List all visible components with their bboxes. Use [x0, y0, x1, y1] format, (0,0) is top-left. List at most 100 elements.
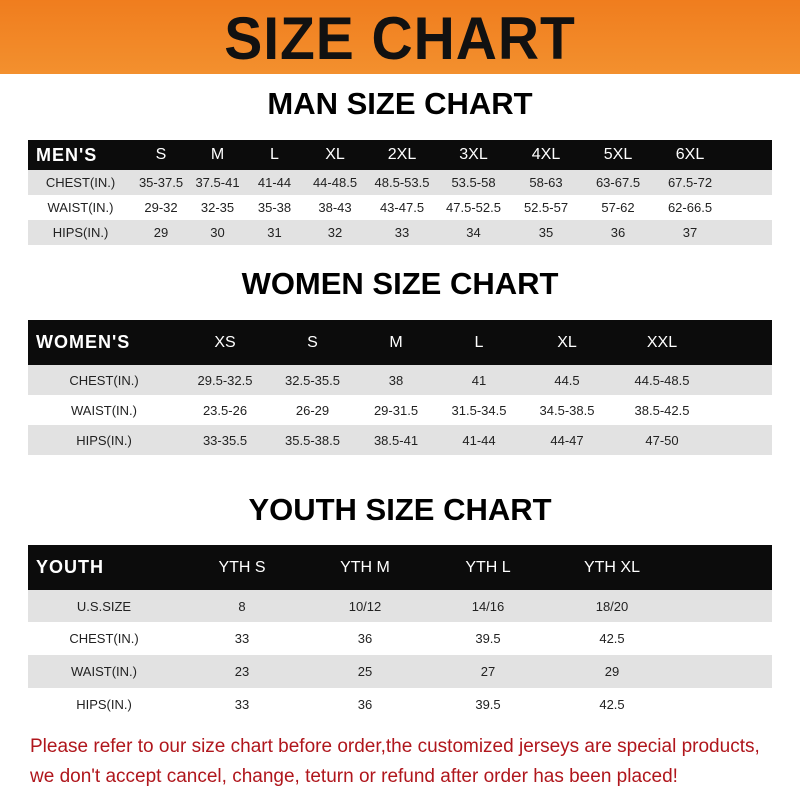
table-cell: 36 [304, 622, 426, 655]
table-cell: 23.5-26 [180, 395, 270, 425]
size-header-cell: YTH XL [550, 545, 674, 590]
notice-line-1: Please refer to our size chart before or… [30, 736, 760, 757]
men-section-title: MAN SIZE CHART [267, 86, 533, 121]
empty-cell [674, 545, 772, 590]
table-cell: 52.5-57 [510, 195, 582, 220]
empty-cell [711, 425, 772, 455]
table-cell: 67.5-72 [654, 170, 726, 195]
table-cell: 47.5-52.5 [437, 195, 510, 220]
notice-line-2: we don't accept cancel, change, teturn o… [30, 766, 678, 787]
empty-cell [674, 622, 772, 655]
row-label: HIPS(IN.) [28, 220, 133, 245]
table-title-cell: YOUTH [28, 545, 180, 590]
table-cell: 42.5 [550, 688, 674, 720]
men-size-table: MEN'S S M L XL 2XL 3XL 4XL 5XL 6XL CHEST(IN.) 35-37… [28, 140, 772, 245]
empty-cell [726, 140, 772, 170]
youth-header-row: YOUTH YTH S YTH M YTH L YTH XL [28, 545, 772, 590]
table-cell: 41-44 [437, 425, 521, 455]
table-cell: 25 [304, 655, 426, 688]
table-cell: 58-63 [510, 170, 582, 195]
table-cell: 34 [437, 220, 510, 245]
empty-cell [674, 590, 772, 622]
size-header-cell: M [355, 320, 437, 365]
table-cell: 36 [582, 220, 654, 245]
table-cell: 29-32 [133, 195, 189, 220]
table-cell: 35.5-38.5 [270, 425, 355, 455]
table-cell: 10/12 [304, 590, 426, 622]
row-label: CHEST(IN.) [28, 622, 180, 655]
table-cell: 44-47 [521, 425, 613, 455]
table-cell: 37 [654, 220, 726, 245]
table-cell: 18/20 [550, 590, 674, 622]
women-section-title: WOMEN SIZE CHART [241, 266, 559, 301]
row-label: WAIST(IN.) [28, 655, 180, 688]
size-header-cell: YTH M [304, 545, 426, 590]
table-title-cell: WOMEN'S [28, 320, 180, 365]
size-header-cell: XXL [613, 320, 711, 365]
table-cell: 29 [133, 220, 189, 245]
empty-cell [711, 365, 772, 395]
table-row: WAIST(IN.) 23.5-26 26-29 29-31.5 31.5-34.5 34… [28, 395, 772, 425]
row-label: HIPS(IN.) [28, 688, 180, 720]
women-size-table: WOMEN'S XS S M L XL XXL CHEST(IN.) 29.5-32.5 32.5… [28, 320, 772, 455]
table-cell: 35-38 [246, 195, 303, 220]
table-cell: 44.5 [521, 365, 613, 395]
table-cell: 44.5-48.5 [613, 365, 711, 395]
table-row: HIPS(IN.) 33 36 39.5 42.5 [28, 688, 772, 720]
empty-cell [726, 220, 772, 245]
youth-section-title: YOUTH SIZE CHART [248, 492, 552, 527]
size-header-cell: YTH S [180, 545, 304, 590]
table-cell: 35-37.5 [133, 170, 189, 195]
table-cell: 42.5 [550, 622, 674, 655]
table-cell: 30 [189, 220, 246, 245]
size-header-cell: YTH L [426, 545, 550, 590]
table-cell: 63-67.5 [582, 170, 654, 195]
size-header-cell: 6XL [654, 140, 726, 170]
table-cell: 44-48.5 [303, 170, 367, 195]
table-cell: 33 [180, 622, 304, 655]
table-cell: 34.5-38.5 [521, 395, 613, 425]
women-header-row: WOMEN'S XS S M L XL XXL [28, 320, 772, 365]
table-cell: 47-50 [613, 425, 711, 455]
table-title-cell: MEN'S [28, 140, 133, 170]
empty-cell [711, 395, 772, 425]
table-cell: 38-43 [303, 195, 367, 220]
row-label: WAIST(IN.) [28, 195, 133, 220]
table-cell: 31.5-34.5 [437, 395, 521, 425]
empty-cell [674, 688, 772, 720]
table-cell: 14/16 [426, 590, 550, 622]
size-header-cell: XS [180, 320, 270, 365]
empty-cell [674, 655, 772, 688]
size-header-cell: 5XL [582, 140, 654, 170]
table-row: HIPS(IN.) 29 30 31 32 33 34 35 36 37 [28, 220, 772, 245]
table-cell: 38.5-42.5 [613, 395, 711, 425]
table-row: WAIST(IN.) 23 25 27 29 [28, 655, 772, 688]
table-cell: 48.5-53.5 [367, 170, 437, 195]
table-cell: 53.5-58 [437, 170, 510, 195]
table-cell: 27 [426, 655, 550, 688]
table-row: CHEST(IN.) 35-37.5 37.5-41 41-44 44-48.5 48.5… [28, 170, 772, 195]
table-cell: 41-44 [246, 170, 303, 195]
table-cell: 23 [180, 655, 304, 688]
table-cell: 36 [304, 688, 426, 720]
men-header-row: MEN'S S M L XL 2XL 3XL 4XL 5XL 6XL [28, 140, 772, 170]
table-cell: 33 [367, 220, 437, 245]
empty-cell [726, 195, 772, 220]
table-cell: 32-35 [189, 195, 246, 220]
size-header-cell: S [133, 140, 189, 170]
table-cell: 32.5-35.5 [270, 365, 355, 395]
table-cell: 33 [180, 688, 304, 720]
table-cell: 35 [510, 220, 582, 245]
banner-title: SIZE CHART [224, 5, 576, 72]
table-cell: 29.5-32.5 [180, 365, 270, 395]
empty-cell [711, 320, 772, 365]
table-cell: 31 [246, 220, 303, 245]
size-header-cell: 4XL [510, 140, 582, 170]
row-label: CHEST(IN.) [28, 170, 133, 195]
table-cell: 62-66.5 [654, 195, 726, 220]
table-cell: 29 [550, 655, 674, 688]
row-label: U.S.SIZE [28, 590, 180, 622]
table-row: U.S.SIZE 8 10/12 14/16 18/20 [28, 590, 772, 622]
table-cell: 26-29 [270, 395, 355, 425]
